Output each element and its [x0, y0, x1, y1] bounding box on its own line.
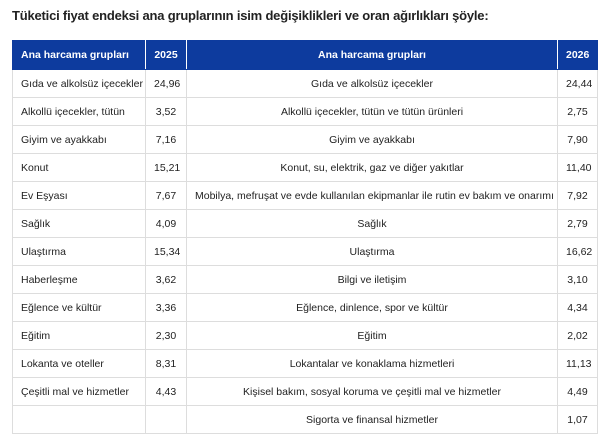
- table-row: Çeşitli mal ve hizmetler 4,43 Kişisel bakı…: [12, 377, 598, 406]
- table-cell: [12, 405, 146, 434]
- table-row: Ulaştırma 15,34 Ulaştırma 16,62: [12, 237, 598, 266]
- table-cell: Eğlence, dinlence, spor ve kültür: [186, 293, 558, 322]
- column-header: 2025: [145, 40, 187, 70]
- table-row: Sigorta ve finansal hizmetler 1,07: [12, 405, 598, 434]
- table-cell: Kişisel bakım, sosyal koruma ve çeşitli …: [186, 377, 558, 406]
- table-row: Eğitim 2,30 Eğitim 2,02: [12, 321, 598, 350]
- table-cell: 15,34: [145, 237, 187, 266]
- table-cell: Alkollü içecekler, tütün: [12, 97, 146, 126]
- table-row: Ev Eşyası 7,67 Mobilya, mefruşat ve evde k…: [12, 181, 598, 210]
- table-row: Lokanta ve oteller 8,31 Lokantalar ve kona…: [12, 349, 598, 378]
- table-cell: [145, 405, 187, 434]
- table-cell: Alkollü içecekler, tütün ve tütün ürünle…: [186, 97, 558, 126]
- table-cell: Giyim ve ayakkabı: [186, 125, 558, 154]
- table-cell: 7,90: [557, 125, 598, 154]
- table-cell: Lokantalar ve konaklama hizmetleri: [186, 349, 558, 378]
- table-row: Gıda ve alkolsüz içecekler 24,96 Gıda ve a…: [12, 69, 598, 98]
- table-cell: Çeşitli mal ve hizmetler: [12, 377, 146, 406]
- table-cell: Lokanta ve oteller: [12, 349, 146, 378]
- table-cell: Konut: [12, 153, 146, 182]
- table-cell: 2,30: [145, 321, 187, 350]
- table-cell: 11,40: [557, 153, 598, 182]
- table-cell: 7,16: [145, 125, 187, 154]
- table-cell: Haberleşme: [12, 265, 146, 294]
- table-cell: 4,09: [145, 209, 187, 238]
- table-row: Giyim ve ayakkabı 7,16 Giyim ve ayakkabı 7,…: [12, 125, 598, 154]
- column-header: 2026: [557, 40, 598, 70]
- table-cell: 4,34: [557, 293, 598, 322]
- table-row: Sağlık 4,09 Sağlık 2,79: [12, 209, 598, 238]
- table-cell: Eğitim: [186, 321, 558, 350]
- table-cell: 24,44: [557, 69, 598, 98]
- table-cell: Sağlık: [186, 209, 558, 238]
- table-cell: Gıda ve alkolsüz içecekler: [186, 69, 558, 98]
- table-cell: 3,10: [557, 265, 598, 294]
- table-cell: 7,92: [557, 181, 598, 210]
- table-cell: 4,43: [145, 377, 187, 406]
- table-cell: 2,02: [557, 321, 598, 350]
- table-cell: 4,49: [557, 377, 598, 406]
- table-cell: Eğitim: [12, 321, 146, 350]
- table-cell: 3,62: [145, 265, 187, 294]
- table-cell: 16,62: [557, 237, 598, 266]
- table-row: Konut 15,21 Konut, su, elektrik, gaz ve di…: [12, 153, 598, 182]
- table-row: Alkollü içecekler, tütün 3,52 Alkollü içec…: [12, 97, 598, 126]
- table: Ana harcama grupları 2025 Ana harcama grup…: [12, 40, 598, 434]
- title: Tüketici fiyat endeksi ana gruplarının i…: [12, 8, 489, 23]
- table-cell: Gıda ve alkolsüz içecekler: [12, 69, 146, 98]
- column-header: Ana harcama grupları: [12, 40, 146, 70]
- table-cell: 2,75: [557, 97, 598, 126]
- table-cell: Ulaştırma: [186, 237, 558, 266]
- table-cell: Konut, su, elektrik, gaz ve diğer yakıtl…: [186, 153, 558, 182]
- table-cell: Ulaştırma: [12, 237, 146, 266]
- table-row: Eğlence ve kültür 3,36 Eğlence, dinlence, …: [12, 293, 598, 322]
- table-cell: 1,07: [557, 405, 598, 434]
- table-cell: 8,31: [145, 349, 187, 378]
- table-cell: 11,13: [557, 349, 598, 378]
- table-row: Haberleşme 3,62 Bilgi ve iletişim 3,10: [12, 265, 598, 294]
- table-cell: 15,21: [145, 153, 187, 182]
- column-header: Ana harcama grupları: [186, 40, 558, 70]
- table-cell: Eğlence ve kültür: [12, 293, 146, 322]
- table-cell: Bilgi ve iletişim: [186, 265, 558, 294]
- table-cell: Giyim ve ayakkabı: [12, 125, 146, 154]
- table-cell: Sigorta ve finansal hizmetler: [186, 405, 558, 434]
- table-cell: 3,36: [145, 293, 187, 322]
- table-cell: Sağlık: [12, 209, 146, 238]
- table-cell: 2,79: [557, 209, 598, 238]
- table-body: Gıda ve alkolsüz içecekler 24,96 Gıda ve a…: [12, 69, 598, 434]
- header-row: Ana harcama grupları 2025 Ana harcama grup…: [12, 40, 598, 70]
- table-cell: Mobilya, mefruşat ve evde kullanılan eki…: [186, 181, 558, 210]
- table-cell: 7,67: [145, 181, 187, 210]
- table-cell: 3,52: [145, 97, 187, 126]
- table-cell: Ev Eşyası: [12, 181, 146, 210]
- table-cell: 24,96: [145, 69, 187, 98]
